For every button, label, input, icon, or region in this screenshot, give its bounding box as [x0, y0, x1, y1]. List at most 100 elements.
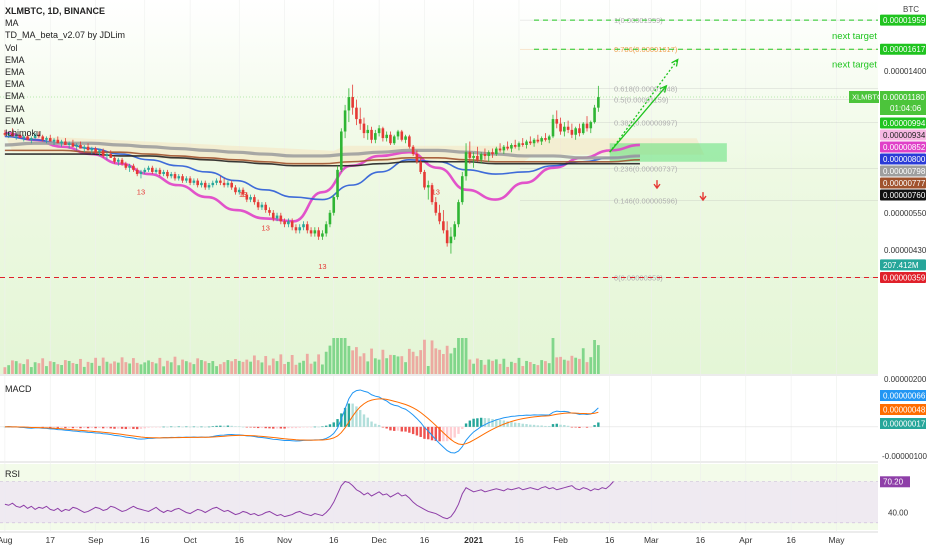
candle-body [105, 154, 109, 156]
indicator-ma[interactable]: MA [5, 18, 19, 29]
volume-bar [275, 361, 279, 374]
volume-bar [430, 340, 434, 374]
macd-histogram-bar [536, 425, 540, 427]
volume-bar [540, 360, 544, 374]
macd-title[interactable]: MACD [5, 384, 32, 394]
candle-body [196, 180, 199, 186]
candle-body [256, 202, 260, 208]
indicator-ema-3[interactable]: EMA [5, 79, 25, 90]
volume-bar [215, 366, 218, 374]
volume-bar [589, 357, 593, 374]
candle-body [585, 123, 589, 129]
macd-histogram-bar [222, 425, 226, 427]
volume-bar [343, 338, 347, 374]
indicator-ema-5[interactable]: EMA [5, 103, 25, 114]
volume-bar [226, 360, 230, 374]
macd-histogram-bar [495, 419, 498, 427]
x-tick-label: Oct [183, 535, 197, 545]
macd-histogram-bar [570, 426, 574, 428]
macd-histogram-bar [408, 426, 411, 433]
volume-bar [385, 358, 389, 374]
candle-body [234, 187, 237, 193]
fib-level-label: 0.5(0.00001159) [614, 96, 669, 105]
indicator-vol[interactable]: Vol [5, 42, 18, 53]
candle-body [3, 133, 7, 135]
indicator-ema-2[interactable]: EMA [5, 67, 25, 78]
candle-body [22, 136, 26, 139]
td-count-label: 13 [432, 188, 440, 197]
macd-histogram-bar [461, 426, 464, 430]
macd-histogram-bar [215, 425, 218, 427]
candle-body [14, 134, 18, 137]
price-label-tag [880, 165, 926, 177]
volume-bar [11, 360, 14, 374]
x-tick-label: 16 [140, 535, 150, 545]
macd-histogram-bar [3, 426, 7, 428]
candle-body [71, 143, 75, 147]
volume-bar [502, 358, 506, 374]
macd-histogram-bar [268, 426, 271, 429]
macd-histogram-bar [423, 426, 426, 439]
rsi-title[interactable]: RSI [5, 469, 21, 479]
macd-histogram-bar [230, 425, 233, 427]
macd-value-text: 0.00000066 [883, 391, 926, 400]
volume-bar [305, 353, 309, 374]
candle-body [438, 212, 441, 222]
volume-bar [196, 358, 200, 374]
macd-histogram-bar [415, 426, 419, 436]
candle-body [82, 146, 86, 149]
volume-bar [94, 357, 98, 374]
candle-body [313, 230, 317, 234]
candle-body [132, 165, 135, 170]
macd-histogram-bar [389, 426, 392, 431]
volume-bar [147, 360, 150, 374]
volume-bar [400, 356, 404, 374]
candle-body [128, 165, 131, 168]
volume-bar [373, 358, 377, 374]
macd-histogram-bar [559, 424, 562, 427]
candle-body [347, 96, 351, 111]
volume-bar [256, 360, 260, 374]
rsi-line [4, 480, 614, 520]
indicator-ema-1[interactable]: EMA [5, 54, 25, 65]
macd-histogram-bar [445, 426, 449, 442]
indicator-td-ma[interactable]: TD_MA_beta_v2.07 by JDLim [5, 30, 126, 41]
macd-histogram-bar [158, 426, 162, 428]
candle-body [109, 154, 113, 158]
macd-histogram-bar [498, 419, 502, 427]
volume-bar [105, 361, 109, 374]
candle-body [283, 221, 286, 225]
indicator-ema-4[interactable]: EMA [5, 91, 25, 102]
candle-body [317, 230, 320, 237]
macd-histogram-bar [479, 417, 483, 427]
fib-level-label: 0(0.00000359) [614, 273, 663, 282]
symbol-title[interactable]: XLMBTC, 1D, BINANCE [5, 6, 106, 16]
indicator-ema-6[interactable]: EMA [5, 115, 25, 126]
candle-body [86, 146, 90, 151]
x-tick-label: 2021 [464, 535, 483, 545]
volume-bar [18, 363, 22, 374]
volume-bar [328, 345, 332, 374]
indicator-ichimoku[interactable]: Ichimoku [5, 128, 42, 139]
macd-histogram-bar [548, 425, 551, 427]
volume-bar [298, 362, 302, 374]
macd-histogram-bar [290, 426, 294, 429]
macd-histogram-bar [521, 423, 524, 427]
volume-bar [33, 362, 37, 374]
candle-body [404, 136, 407, 140]
candle-body [245, 194, 249, 200]
volume-bar [472, 363, 476, 374]
price-label-text: 0.00000934 [883, 131, 926, 140]
volume-bar [324, 351, 328, 374]
candle-body [506, 146, 509, 149]
macd-histogram-bar [506, 421, 509, 427]
candle-body [56, 139, 60, 144]
macd-histogram-bar [143, 426, 146, 429]
moving-average-line [4, 131, 640, 223]
candle-body [574, 128, 577, 135]
volume-bar [230, 361, 234, 374]
macd-histogram-bar [275, 426, 279, 429]
macd-histogram-bar [336, 419, 339, 427]
